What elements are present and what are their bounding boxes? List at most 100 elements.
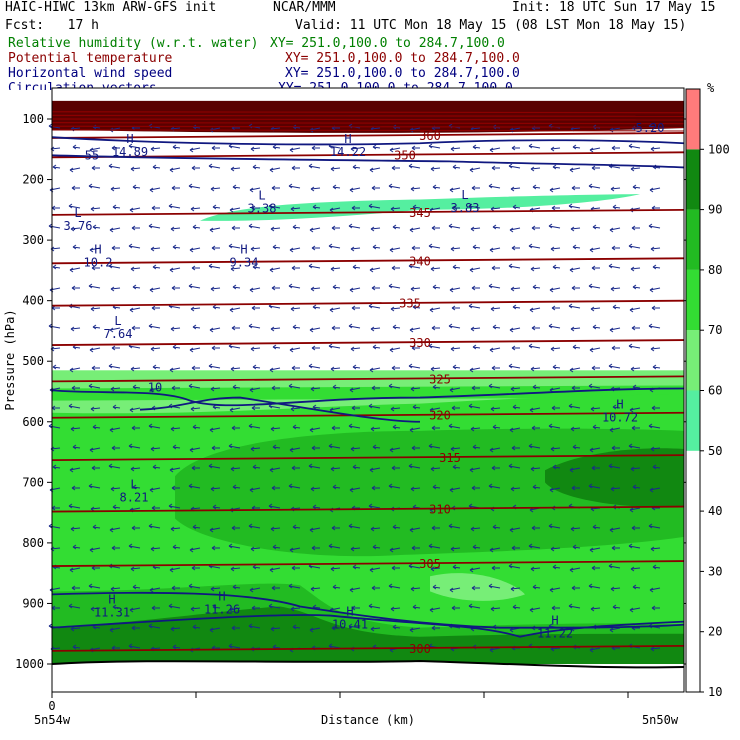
vector-arrow <box>392 526 401 529</box>
vector-head <box>131 625 136 631</box>
vector-arrow <box>88 285 101 289</box>
vector-head <box>152 464 157 470</box>
vector-head <box>372 144 377 150</box>
vector-arrow <box>329 307 341 311</box>
vector-arrow <box>229 407 241 411</box>
vector-arrow <box>392 226 401 229</box>
vector-arrow <box>188 285 201 289</box>
vector-arrow <box>249 387 261 391</box>
vector-arrow <box>510 287 521 290</box>
vector-head <box>572 244 577 250</box>
vector-head <box>330 266 335 272</box>
vector-arrow <box>288 485 301 489</box>
vector-arrow <box>330 567 341 570</box>
vector-arrow <box>132 186 141 189</box>
vector-head <box>131 325 136 331</box>
vector-head <box>390 406 395 412</box>
vector-arrow <box>608 465 621 469</box>
vector-arrow <box>352 266 361 269</box>
vector-head <box>168 603 173 609</box>
vector-arrow <box>109 227 121 231</box>
vector-head <box>168 503 173 509</box>
vector-arrow <box>209 527 221 531</box>
vector-head <box>349 587 354 593</box>
vector-arrow <box>110 487 121 490</box>
vector-head <box>211 545 216 551</box>
vector-arrow <box>169 567 181 571</box>
vector-arrow <box>532 186 541 189</box>
vector-arrow <box>448 525 461 529</box>
vector-arrow <box>432 186 441 189</box>
vector-arrow <box>430 467 441 470</box>
vector-arrow <box>268 605 281 609</box>
vector-head <box>589 447 594 453</box>
vector-head <box>311 545 316 551</box>
vector-head <box>189 147 194 153</box>
wind-extremum-marker: H <box>240 242 247 256</box>
vector-arrow <box>572 146 581 149</box>
vector-arrow <box>428 545 441 549</box>
vector-arrow <box>552 266 561 269</box>
vector-head <box>650 646 655 652</box>
vector-arrow <box>210 587 221 590</box>
vector-head <box>189 247 194 253</box>
vector-head <box>528 543 533 549</box>
vector-head <box>449 387 454 393</box>
vector-head <box>71 485 76 491</box>
vector-arrow <box>350 247 361 250</box>
vector-arrow <box>130 367 141 370</box>
wind-extremum-value: 10.41 <box>332 618 368 632</box>
vector-head <box>290 606 295 612</box>
vector-arrow <box>450 247 461 250</box>
vector-arrow <box>629 607 641 611</box>
vector-arrow <box>52 366 61 369</box>
vector-arrow <box>69 167 81 171</box>
vector-head <box>268 203 273 209</box>
vector-arrow <box>192 326 201 329</box>
vector-head <box>571 485 576 491</box>
vector-arrow <box>150 547 161 550</box>
vector-arrow <box>128 445 141 449</box>
vector-head <box>489 247 494 253</box>
vector-head <box>449 587 454 593</box>
vector-arrow <box>332 286 341 289</box>
wind-extremum-marker: H <box>551 614 558 628</box>
vector-arrow <box>608 165 621 169</box>
vector-arrow <box>169 367 181 371</box>
vector-arrow <box>552 166 561 169</box>
vector-head <box>351 405 356 411</box>
vector-head <box>532 384 537 390</box>
theta-contour-label: 350 <box>394 148 416 162</box>
vector-head <box>512 304 517 310</box>
vector-arrow <box>529 207 541 211</box>
vector-arrow <box>390 407 401 410</box>
vector-arrow <box>512 206 521 209</box>
vector-head <box>550 346 555 352</box>
vector-arrow <box>92 626 101 629</box>
theta-contour-label: 315 <box>439 451 461 465</box>
vector-arrow <box>589 547 601 551</box>
vector-arrow <box>448 225 461 229</box>
vector-arrow <box>612 606 621 609</box>
vector-arrow <box>572 346 581 349</box>
vector-head <box>308 363 313 369</box>
vector-arrow <box>132 586 141 589</box>
vector-head <box>452 264 457 270</box>
wind-extremum-marker: H <box>346 605 353 619</box>
vector-arrow <box>470 527 481 530</box>
vector-arrow <box>412 406 421 409</box>
vector-arrow <box>228 245 241 249</box>
vector-arrow <box>210 487 221 490</box>
vector-head <box>450 246 455 252</box>
vector-arrow <box>332 486 341 489</box>
wind-extremum-value: 14.22 <box>330 145 366 159</box>
vector-arrow <box>89 447 101 451</box>
wind-contour-line <box>51 136 685 146</box>
vector-head <box>208 363 213 369</box>
vector-arrow <box>489 447 501 451</box>
vector-head <box>390 606 395 612</box>
vector-head <box>308 163 313 169</box>
vector-arrow <box>92 426 101 429</box>
vector-head <box>569 567 574 573</box>
vector-head <box>409 427 414 433</box>
